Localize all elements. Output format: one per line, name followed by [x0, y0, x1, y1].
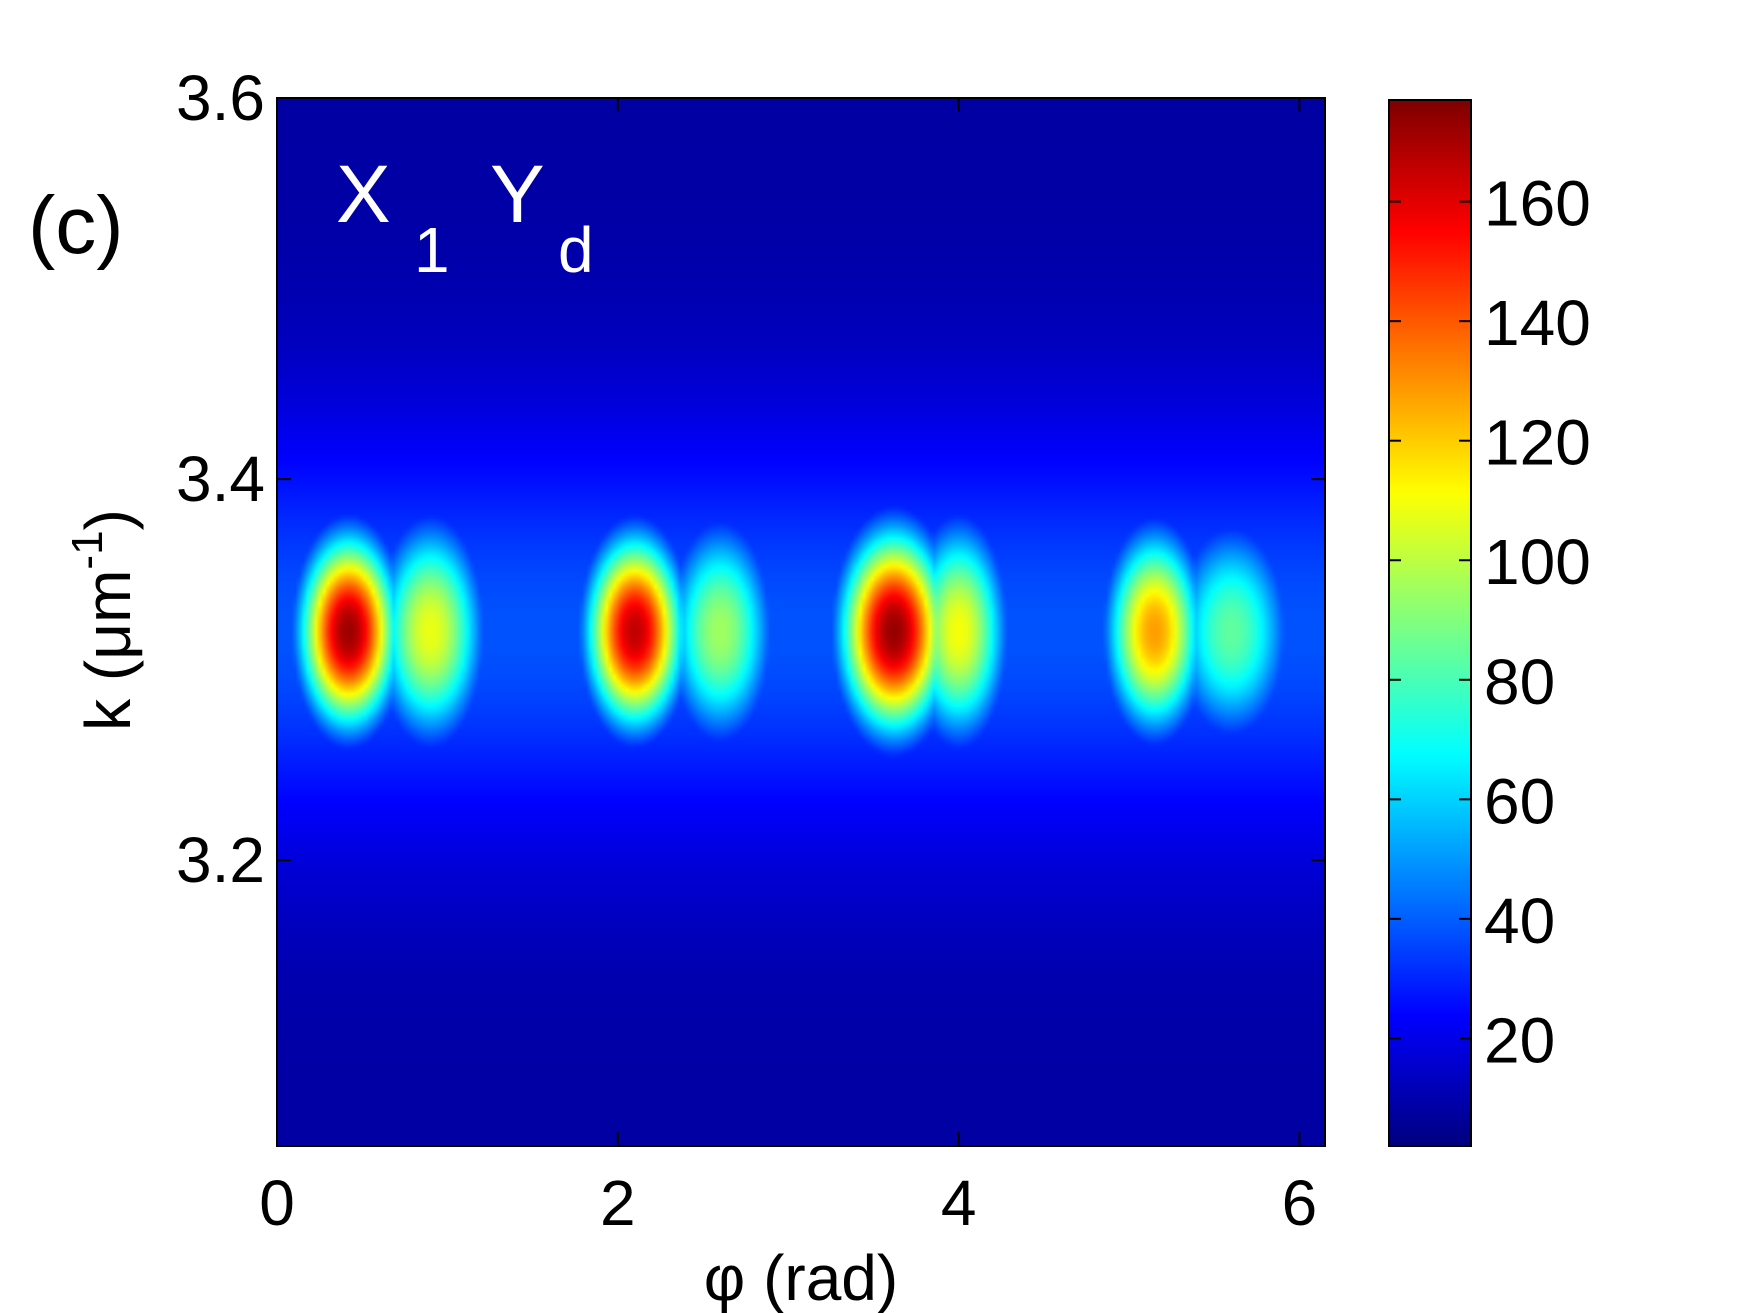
y-tick-label: 3.6 — [176, 62, 265, 134]
annotation-y-subscript: d — [558, 214, 594, 286]
colorbar-tick-label: 60 — [1484, 765, 1555, 837]
colorbar-tick-label: 20 — [1484, 1004, 1555, 1076]
y-axis-label-superscript: -1 — [63, 530, 112, 569]
colorbar-tick-label: 140 — [1484, 287, 1591, 359]
x-tick-label: 6 — [1282, 1167, 1318, 1239]
y-axis-label: k (μm-1) — [63, 509, 144, 731]
colorbar-gradient — [1389, 100, 1471, 1146]
annotation-y: Y — [490, 149, 545, 240]
plot-frame — [276, 97, 1326, 1147]
x-tick-label: 0 — [259, 1167, 295, 1239]
colorbar-tick-label: 160 — [1484, 168, 1591, 240]
colorbar-tick-label: 100 — [1484, 526, 1591, 598]
y-tick-label: 3.4 — [176, 443, 265, 515]
colorbar-frame — [1388, 99, 1472, 1147]
x-axis-label: φ (rad) — [704, 1242, 898, 1313]
heatmap-image — [277, 98, 1325, 1146]
y-axis-label-close: ) — [72, 509, 144, 530]
colorbar-tick-label: 120 — [1484, 407, 1591, 479]
colorbar-axis: 20 40 60 80 100 120 140 160 — [1389, 168, 1591, 1076]
panel-label: (c) — [28, 180, 124, 271]
colorbar-tick-label: 80 — [1484, 646, 1555, 718]
y-axis-label-main: k (μm — [72, 570, 144, 731]
y-tick-label: 3.2 — [176, 824, 265, 896]
annotation-x: X — [336, 149, 391, 240]
x-axis: 0 2 4 6 — [259, 98, 1317, 1239]
annotation-x-subscript: 1 — [414, 214, 450, 286]
colorbar-tick-label: 40 — [1484, 885, 1555, 957]
x-tick-label: 4 — [941, 1167, 977, 1239]
y-axis: 3.2 3.4 3.6 — [176, 62, 1325, 896]
x-tick-label: 2 — [600, 1167, 636, 1239]
